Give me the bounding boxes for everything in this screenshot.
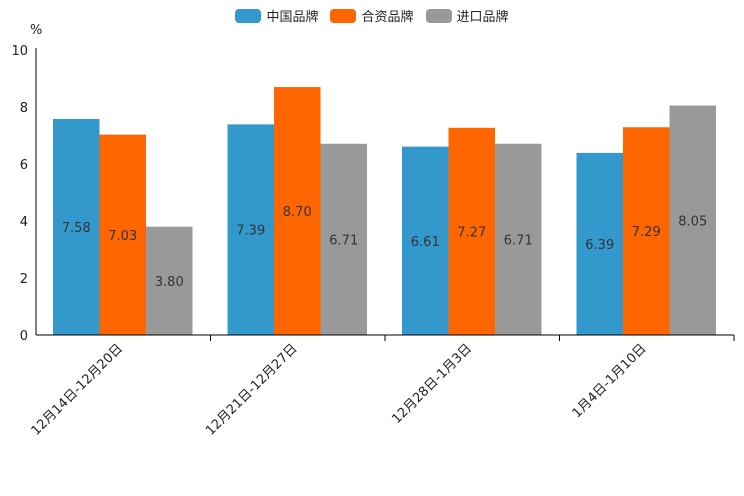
bar-3-2 xyxy=(320,143,367,335)
data-label: 6.71 xyxy=(329,233,358,248)
bar-1-1 xyxy=(53,118,100,335)
x-tick-label: 1月4日-1月10日 xyxy=(570,341,650,421)
y-tick-label: 0 xyxy=(20,329,28,344)
bar-1-3 xyxy=(402,146,449,335)
legend: 中国品牌 合资品牌 进口品牌 xyxy=(0,6,744,25)
bar-3-1 xyxy=(146,226,193,335)
legend-swatch-china-brand xyxy=(235,8,262,23)
data-label: 6.61 xyxy=(411,235,440,250)
bar-3-3 xyxy=(495,143,542,335)
y-axis: 0 2 4 6 8 10 xyxy=(11,44,37,344)
legend-label-china-brand: 中国品牌 xyxy=(266,10,319,25)
bar-2-3 xyxy=(448,127,495,336)
y-tick-label: 2 xyxy=(20,272,28,287)
x-tick-label: 12月21日-12月27日 xyxy=(203,341,300,438)
data-label: 8.05 xyxy=(678,214,707,229)
x-tick-label: 12月14日-12月20日 xyxy=(29,341,126,438)
data-label: 7.29 xyxy=(632,225,661,240)
bars-group: 7.58 7.03 3.80 7.39 8.70 6.71 6.61 7.27 6.71 6.39… xyxy=(53,87,716,336)
y-tick-label: 6 xyxy=(20,158,28,173)
legend-swatch-joint-venture-brand xyxy=(330,8,357,23)
y-unit-label: % xyxy=(30,23,42,38)
bar-2-2 xyxy=(274,87,321,335)
legend-item-joint-venture-brand[interactable]: 合资品牌 xyxy=(330,6,414,25)
legend-item-china-brand[interactable]: 中国品牌 xyxy=(235,6,318,25)
bar-1-4 xyxy=(576,152,623,335)
data-label: 3.80 xyxy=(155,275,184,290)
data-label: 6.71 xyxy=(504,233,533,248)
bar-2-4 xyxy=(623,127,670,335)
legend-item-imported-brand[interactable]: 进口品牌 xyxy=(425,6,509,25)
bar-3-4 xyxy=(669,105,716,335)
y-tick-label: 4 xyxy=(20,215,28,230)
legend-label-joint-venture-brand: 合资品牌 xyxy=(361,10,414,25)
legend-label-imported-brand: 进口品牌 xyxy=(456,10,509,25)
bar-2-1 xyxy=(99,134,146,335)
y-tick-label: 10 xyxy=(11,44,28,59)
data-label: 7.39 xyxy=(236,224,265,239)
data-label: 7.58 xyxy=(62,221,91,236)
legend-swatch-imported-brand xyxy=(425,8,452,23)
bar-1-2 xyxy=(227,124,274,335)
data-label: 7.27 xyxy=(457,225,486,240)
x-axis: 12月14日-12月20日 12月21日-12月27日 12月28日-1月3日 1月4… xyxy=(29,334,735,439)
x-tick-label: 12月28日-1月3日 xyxy=(389,341,475,427)
data-label: 8.70 xyxy=(283,205,312,220)
data-label: 7.03 xyxy=(108,229,137,244)
y-tick-label: 8 xyxy=(20,101,28,116)
data-label: 6.39 xyxy=(585,238,614,253)
